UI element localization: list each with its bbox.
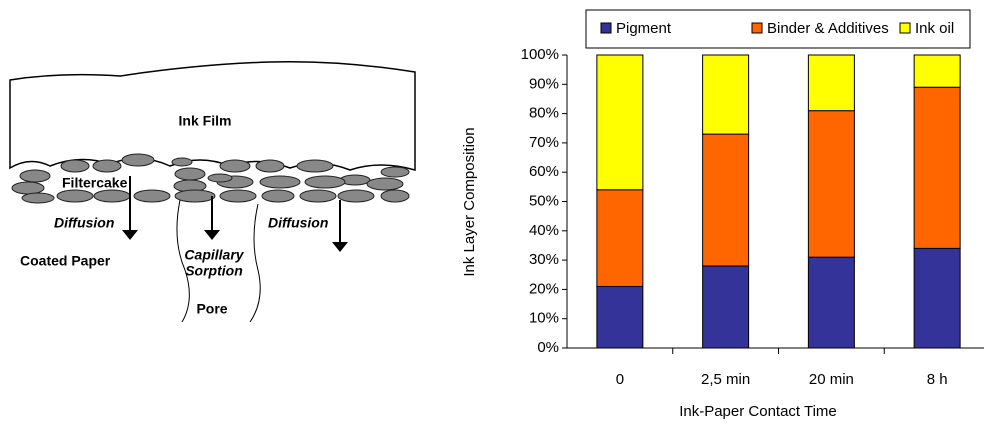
diagram: Ink Film Filtercake Diffusion Diffusion … — [9, 60, 416, 323]
pore-wall — [176, 199, 190, 323]
x-axis-title: Ink-Paper Contact Time — [679, 403, 837, 420]
label: Diffusion — [268, 215, 328, 231]
label: Filtercake — [62, 175, 128, 191]
bar-segment — [913, 54, 961, 88]
y-tick-label: 50% — [529, 192, 559, 209]
label: Sorption — [185, 263, 243, 279]
legend-label: Binder & Additives — [767, 20, 889, 37]
bar-segment — [913, 247, 961, 349]
bar-segment — [596, 189, 644, 287]
label: Diffusion — [54, 215, 114, 231]
arrows — [129, 176, 341, 244]
legend-swatch — [899, 22, 911, 34]
label: Pore — [196, 301, 227, 317]
bar-segment — [702, 265, 750, 349]
x-tick-label: 20 min — [809, 371, 854, 388]
bar-segment — [807, 54, 855, 112]
filtercake-particles — [11, 153, 410, 204]
legend-label: Pigment — [616, 20, 672, 37]
label: Coated Paper — [20, 253, 111, 269]
y-tick-label: 10% — [529, 310, 559, 327]
x-tick-label: 0 — [616, 371, 624, 388]
y-tick-label: 100% — [521, 46, 559, 63]
x-tick-label: 8 h — [927, 371, 948, 388]
y-tick-label: 70% — [529, 134, 559, 151]
bar-segment — [807, 256, 855, 349]
arrow-heads — [122, 230, 348, 252]
legend-swatch — [600, 22, 612, 34]
y-axis-title: Ink Layer Composition — [461, 127, 478, 276]
y-tick-label: 40% — [529, 222, 559, 239]
legend-swatch — [751, 22, 763, 34]
legend-label: Ink oil — [915, 20, 954, 37]
bar-segment — [702, 54, 750, 135]
bar-segment — [596, 285, 644, 349]
bar-segment — [913, 86, 961, 249]
y-tick-label: 30% — [529, 251, 559, 268]
y-tick-label: 80% — [529, 105, 559, 122]
y-tick-label: 60% — [529, 163, 559, 180]
pore-wall — [249, 203, 261, 323]
bar-segment — [807, 110, 855, 258]
y-tick-label: 90% — [529, 75, 559, 92]
label: Ink Film — [179, 113, 232, 129]
bar-segment — [596, 54, 644, 191]
label: Capillary — [184, 247, 244, 263]
x-tick-label: 2,5 min — [701, 371, 750, 388]
bar-segment — [702, 133, 750, 267]
y-tick-label: 20% — [529, 280, 559, 297]
y-tick-label: 0% — [537, 339, 559, 356]
